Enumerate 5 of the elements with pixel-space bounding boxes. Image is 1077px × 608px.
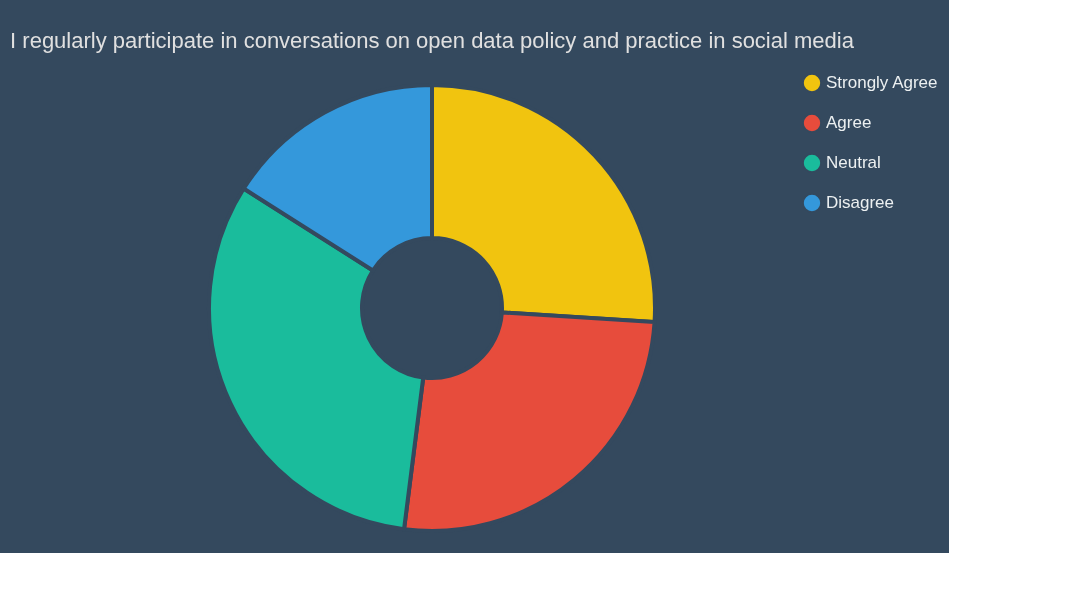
legend-label: Neutral bbox=[826, 153, 881, 172]
legend-label: Disagree bbox=[826, 193, 895, 212]
legend-label: Strongly Agree bbox=[826, 73, 938, 92]
chart-title: I regularly participate in conversations on open data policy and practice in social media bbox=[10, 28, 855, 53]
legend-label: Agree bbox=[826, 113, 872, 132]
